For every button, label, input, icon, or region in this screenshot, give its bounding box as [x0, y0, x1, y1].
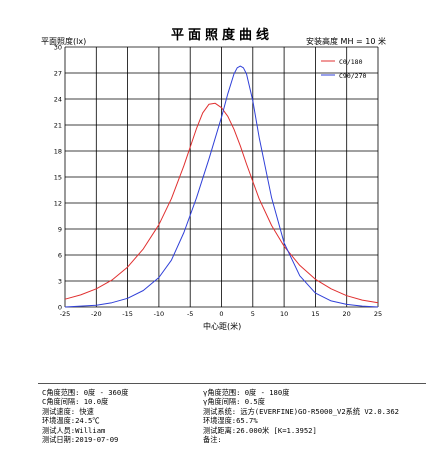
mounting-height-label: 安装高度 MH = 10 米 [306, 37, 386, 46]
x-tick-label: 0 [219, 310, 223, 318]
y-tick-label: 3 [58, 278, 62, 286]
y-tick-label: 27 [54, 70, 62, 78]
x-tick-label: 20 [343, 310, 351, 318]
y-tick-label: 15 [54, 174, 62, 182]
x-tick-label: -15 [122, 310, 133, 318]
y-tick-label: 0 [58, 304, 62, 312]
x-tick-label: 15 [311, 310, 319, 318]
info-c-angle-interval: C角度间隔: 10.0度 [42, 397, 109, 407]
legend: C0/180 C90/270 [321, 58, 366, 80]
divider [38, 383, 426, 384]
y-tick-label: 9 [58, 226, 62, 234]
series-line-c0-180 [64, 102, 379, 304]
info-ambient-humidity: 环境湿度:65.7% [203, 416, 258, 426]
y-tick-label: 30 [54, 44, 62, 52]
y-tick-label: 12 [54, 200, 62, 208]
series-line-c90-270 [64, 65, 379, 308]
info-test-speed: 测试速度: 快速 [42, 406, 94, 416]
y-axis-label: 平面照度(lx) [41, 37, 87, 46]
info-test-date: 测试日期:2019-07-09 [42, 434, 119, 444]
x-tick-label: 5 [251, 310, 255, 318]
y-tick-label: 24 [54, 96, 62, 104]
info-test-distance: 测试距离:26.000米 [K=1.3952] [203, 425, 317, 435]
test-info-left: C角度范围: 0度 - 360度 C角度间隔: 10.0度 测试速度: 快速 环… [42, 388, 128, 444]
y-tick-label: 21 [54, 122, 62, 130]
info-tester: 测试人员:William [42, 425, 106, 435]
test-info-right: γ角度范围: 0度 - 180度 γ角度间隔: 0.5度 测试系统: 远方(EV… [203, 388, 399, 444]
x-tick-label: 25 [374, 310, 382, 318]
info-ambient-temperature: 环境温度:24.5℃ [42, 416, 100, 426]
tick-labels: -25 -20 -15 -10 -5 0 5 10 15 20 25 0 3 6 9 12 15 18 21 24 27… [54, 44, 382, 319]
info-test-system: 测试系统: 远方(EVERFINE)GO-R5000_V2系统 V2.0.362 [203, 406, 399, 416]
x-tick-label: -10 [154, 310, 165, 318]
x-tick-label: -5 [187, 310, 193, 318]
legend-label-c0: C0/180 [339, 58, 363, 66]
info-c-angle-range: C角度范围: 0度 - 360度 [42, 388, 129, 397]
info-gamma-angle-interval: γ角度间隔: 0.5度 [203, 397, 265, 407]
chart-title: 平面照度曲线 [170, 28, 273, 43]
grid [64, 46, 379, 308]
y-tick-label: 18 [54, 148, 62, 156]
x-tick-label: 10 [280, 310, 288, 318]
info-remarks: 备注: [203, 434, 222, 444]
legend-label-c90: C90/270 [339, 72, 366, 80]
series-curves [64, 65, 379, 308]
x-tick-label: -20 [91, 310, 102, 318]
x-axis-label: 中心距(米) [203, 322, 242, 331]
x-tick-label: -25 [60, 310, 71, 318]
info-gamma-angle-range: γ角度范围: 0度 - 180度 [203, 388, 290, 397]
y-tick-label: 6 [58, 252, 62, 260]
